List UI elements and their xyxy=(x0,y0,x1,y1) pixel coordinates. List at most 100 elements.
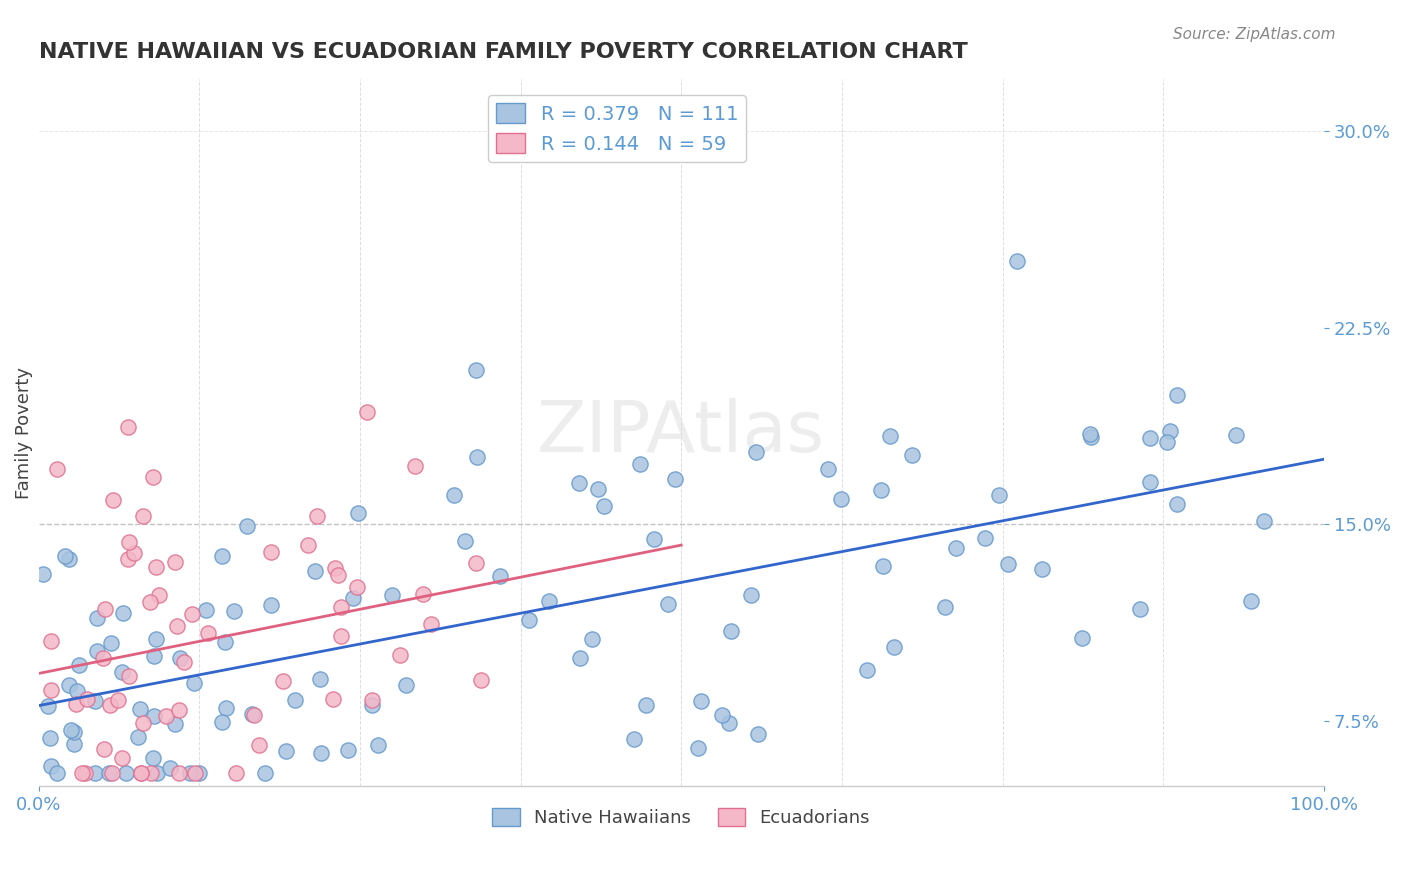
Point xyxy=(664,472,686,486)
Point xyxy=(744,445,766,459)
Point xyxy=(1156,435,1178,450)
Point xyxy=(987,488,1010,502)
Point xyxy=(1139,475,1161,489)
Point xyxy=(131,509,153,524)
Point xyxy=(389,648,412,662)
Point xyxy=(73,766,96,780)
Point xyxy=(76,691,98,706)
Point xyxy=(454,534,477,549)
Point xyxy=(1070,631,1092,645)
Point xyxy=(519,613,541,627)
Point xyxy=(973,531,995,545)
Point xyxy=(883,640,905,654)
Y-axis label: Family Poverty: Family Poverty xyxy=(15,367,32,499)
Point xyxy=(643,533,665,547)
Point xyxy=(1139,431,1161,445)
Point xyxy=(1129,602,1152,616)
Point xyxy=(197,626,219,640)
Point xyxy=(66,683,89,698)
Point xyxy=(308,672,330,686)
Point xyxy=(183,766,205,780)
Point xyxy=(173,656,195,670)
Point xyxy=(129,766,152,780)
Point xyxy=(117,420,139,434)
Point xyxy=(1031,562,1053,576)
Point xyxy=(111,665,134,679)
Point xyxy=(470,673,492,687)
Point xyxy=(69,657,91,672)
Point xyxy=(489,569,512,583)
Point xyxy=(342,591,364,606)
Point xyxy=(253,766,276,780)
Point xyxy=(872,558,894,573)
Point xyxy=(58,677,80,691)
Point xyxy=(404,458,426,473)
Point xyxy=(128,702,150,716)
Point xyxy=(63,725,86,739)
Point xyxy=(222,604,245,618)
Point xyxy=(568,476,591,491)
Point xyxy=(1080,430,1102,444)
Point xyxy=(39,759,62,773)
Point xyxy=(183,676,205,690)
Point xyxy=(211,715,233,730)
Point xyxy=(145,632,167,646)
Point xyxy=(945,541,967,556)
Point xyxy=(356,404,378,418)
Point xyxy=(39,634,62,648)
Point xyxy=(747,727,769,741)
Point xyxy=(284,693,307,707)
Point xyxy=(297,537,319,551)
Point xyxy=(188,766,211,780)
Point xyxy=(690,693,713,707)
Point xyxy=(86,611,108,625)
Point xyxy=(1166,388,1188,402)
Point xyxy=(346,506,368,520)
Point xyxy=(37,698,59,713)
Point xyxy=(997,557,1019,571)
Point xyxy=(145,560,167,574)
Point xyxy=(1078,426,1101,441)
Point xyxy=(346,581,368,595)
Point xyxy=(142,470,165,484)
Point xyxy=(112,606,135,620)
Point xyxy=(711,707,734,722)
Point xyxy=(336,742,359,756)
Point xyxy=(686,740,709,755)
Point xyxy=(194,603,217,617)
Point xyxy=(211,549,233,564)
Point xyxy=(118,534,141,549)
Point xyxy=(623,731,645,746)
Point xyxy=(1005,254,1028,268)
Point xyxy=(817,462,839,476)
Point xyxy=(167,766,190,780)
Point xyxy=(856,663,879,677)
Point xyxy=(329,600,352,615)
Point xyxy=(143,648,166,663)
Point xyxy=(101,766,124,780)
Text: ZIPAtlas: ZIPAtlas xyxy=(537,398,825,467)
Point xyxy=(214,701,236,715)
Point xyxy=(900,448,922,462)
Point xyxy=(155,709,177,723)
Point xyxy=(326,568,349,582)
Point xyxy=(360,698,382,713)
Point xyxy=(83,766,105,780)
Point xyxy=(304,564,326,578)
Point xyxy=(214,635,236,649)
Point xyxy=(139,595,162,609)
Point xyxy=(367,739,389,753)
Point xyxy=(323,561,346,575)
Point xyxy=(243,707,266,722)
Point xyxy=(636,698,658,712)
Point xyxy=(309,746,332,760)
Point xyxy=(271,673,294,688)
Point xyxy=(129,766,152,780)
Point xyxy=(395,678,418,692)
Point xyxy=(464,363,486,377)
Point xyxy=(305,509,328,524)
Point xyxy=(143,708,166,723)
Point xyxy=(1240,594,1263,608)
Point xyxy=(1159,424,1181,438)
Point xyxy=(443,488,465,502)
